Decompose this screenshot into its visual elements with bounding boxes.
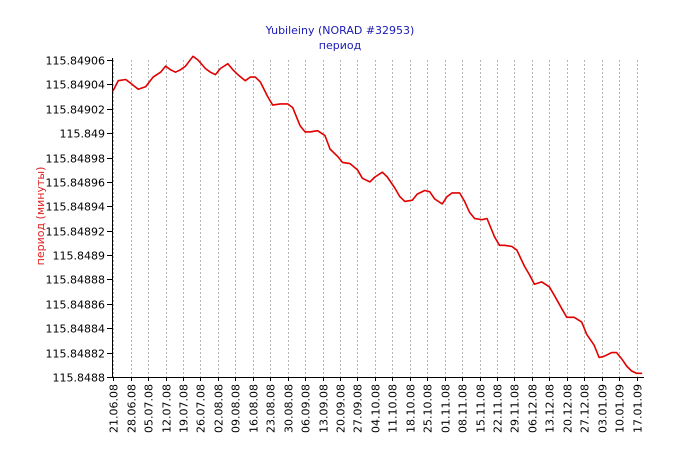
x-tick-label: 01.11.08 xyxy=(440,384,453,433)
x-tick-label: 18.10.08 xyxy=(405,384,418,433)
x-tick-label: 02.08.08 xyxy=(213,384,226,433)
x-tick-label: 06.12.08 xyxy=(527,384,540,433)
x-tick-label: 23.08.08 xyxy=(265,384,278,433)
x-tick-label: 08.11.08 xyxy=(457,384,470,433)
y-axis-label: период (минуты) xyxy=(34,167,47,266)
x-tick-label: 10.01.09 xyxy=(614,384,627,433)
x-tick-label: 17.01.09 xyxy=(632,384,645,433)
y-tick-label: 115.849 xyxy=(60,128,106,141)
x-tick-label: 04.10.08 xyxy=(370,384,383,433)
y-tick-label: 115.84902 xyxy=(46,104,106,117)
x-tick-label: 21.06.08 xyxy=(108,384,121,433)
chart-subtitle: период xyxy=(319,39,362,52)
x-tick-label: 30.08.08 xyxy=(283,384,296,433)
x-tick-label: 25.10.08 xyxy=(422,384,435,433)
x-tick-label: 27.12.08 xyxy=(579,384,592,433)
y-tick-label: 115.84892 xyxy=(46,226,106,239)
chart-title: Yubileiny (NORAD #32953) xyxy=(265,24,415,37)
x-tick-label: 16.08.08 xyxy=(248,384,261,433)
x-tick-label: 15.11.08 xyxy=(475,384,488,433)
x-tick-label: 26.07.08 xyxy=(195,384,208,433)
x-axis-ticks: 21.06.08 28.06.08 05.07.08 12.07.08 19.07.08… xyxy=(108,377,645,433)
x-tick-label: 03.01.09 xyxy=(597,384,610,433)
x-tick-label: 29.11.08 xyxy=(509,384,522,433)
x-tick-label: 20.12.08 xyxy=(562,384,575,433)
y-axis-ticks: 115.84906 115.84904 115.84902 115.849 115.84… xyxy=(46,55,112,385)
x-tick-label: 12.07.08 xyxy=(161,384,174,433)
x-tick-label: 09.08.08 xyxy=(230,384,243,433)
y-tick-label: 115.8488 xyxy=(53,372,106,385)
x-tick-label: 13.12.08 xyxy=(544,384,557,433)
x-tick-label: 05.07.08 xyxy=(143,384,156,433)
y-tick-label: 115.84894 xyxy=(46,201,106,214)
y-tick-label: 115.84888 xyxy=(46,274,106,287)
y-tick-label: 115.8489 xyxy=(53,250,106,263)
x-tick-label: 28.06.08 xyxy=(126,384,139,433)
x-tick-label: 19.07.08 xyxy=(178,384,191,433)
x-tick-label: 20.09.08 xyxy=(335,384,348,433)
y-tick-label: 115.84904 xyxy=(46,79,106,92)
x-tick-label: 06.09.08 xyxy=(300,384,313,433)
y-tick-label: 115.84906 xyxy=(46,55,106,68)
grid xyxy=(113,60,638,377)
x-tick-label: 13.09.08 xyxy=(318,384,331,433)
series-line-0 xyxy=(112,55,643,375)
x-tick-label: 27.09.08 xyxy=(352,384,365,433)
y-tick-label: 115.84886 xyxy=(46,299,106,312)
axes xyxy=(112,58,644,378)
y-tick-label: 115.84884 xyxy=(46,323,106,336)
x-tick-label: 22.11.08 xyxy=(492,384,505,433)
y-tick-label: 115.84898 xyxy=(46,153,106,166)
y-tick-label: 115.84882 xyxy=(46,348,106,361)
x-tick-label: 11.10.08 xyxy=(387,384,400,433)
series-layer xyxy=(112,55,643,375)
y-tick-label: 115.84896 xyxy=(46,177,106,190)
